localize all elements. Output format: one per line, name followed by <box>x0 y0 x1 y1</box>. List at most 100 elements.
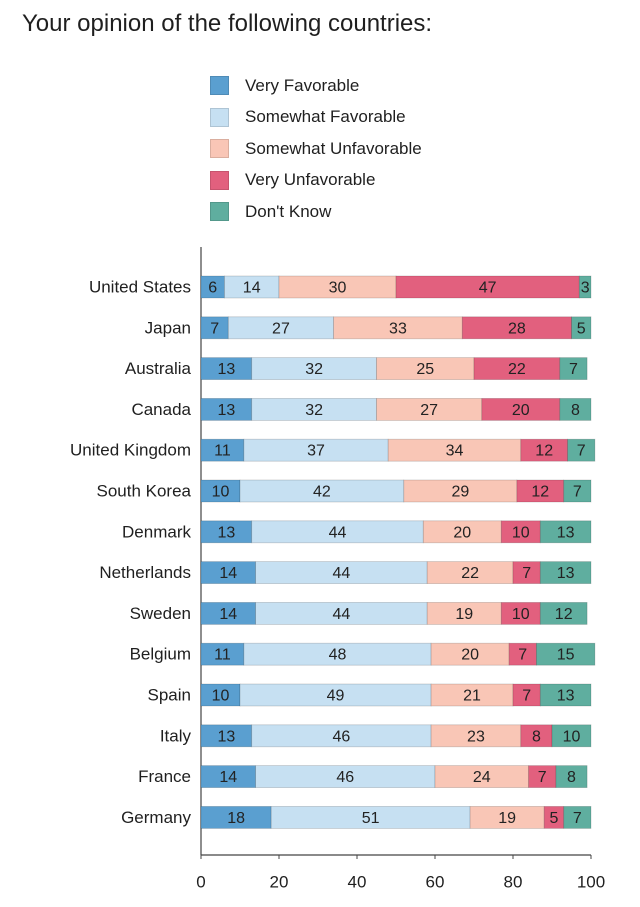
bar-segment-don-t-know <box>567 438 596 462</box>
bar-row-france: France 14 46 24 7 8 <box>138 765 588 788</box>
data-label: 42 <box>313 484 331 501</box>
bar-row-germany: Germany 18 51 19 5 7 <box>121 806 592 829</box>
data-label: 13 <box>557 565 575 582</box>
bar-segment-don-t-know <box>571 316 592 340</box>
legend-item-somewhat-favorable: Somewhat Favorable <box>210 102 422 134</box>
data-label: 24 <box>473 769 491 786</box>
data-label: 32 <box>305 361 323 378</box>
bar-segment-don-t-know <box>563 806 592 829</box>
data-label: 34 <box>446 443 464 460</box>
data-label: 13 <box>217 361 235 378</box>
bar-row-canada: Canada 13 32 27 20 8 <box>131 397 592 421</box>
data-label: 7 <box>573 810 582 827</box>
bar-segment-don-t-know <box>559 357 588 381</box>
data-label: 20 <box>453 524 471 541</box>
legend: Very Favorable Somewhat Favorable Somewhat… <box>210 70 422 228</box>
legend-item-somewhat-unfavorable: Somewhat Unfavorable <box>210 133 422 165</box>
legend-label: Somewhat Favorable <box>245 107 406 127</box>
bar-row-australia: Australia 13 32 25 22 7 <box>125 357 588 381</box>
category-label: France <box>138 767 191 786</box>
bar-segment-don-t-know <box>539 561 592 584</box>
data-label: 13 <box>557 524 575 541</box>
bar-segment-don-t-know <box>536 642 596 666</box>
data-label: 20 <box>512 402 530 419</box>
bar-row-denmark: Denmark 13 44 20 10 13 <box>122 520 592 544</box>
bar-segment-very-unfavorable <box>528 765 557 788</box>
data-label: 37 <box>307 443 325 460</box>
x-tick-label: 20 <box>270 873 289 892</box>
data-label: 14 <box>243 280 261 297</box>
data-label: 11 <box>214 443 231 460</box>
data-label: 12 <box>555 606 573 623</box>
category-label: South Korea <box>96 482 191 501</box>
bar-row-united-states: United States 6 14 30 47 3 <box>89 275 592 299</box>
bar-row-south-korea: South Korea 10 42 29 12 7 <box>96 479 592 503</box>
data-label: 7 <box>210 320 219 337</box>
data-label: 12 <box>531 484 549 501</box>
category-label: Germany <box>121 808 191 827</box>
data-label: 3 <box>581 280 590 297</box>
legend-label: Somewhat Unfavorable <box>245 138 422 158</box>
data-label: 22 <box>461 565 479 582</box>
category-label: Canada <box>131 400 191 419</box>
category-label: Spain <box>148 686 191 705</box>
legend-swatch <box>210 107 229 127</box>
data-label: 13 <box>217 728 235 745</box>
data-label: 25 <box>416 361 434 378</box>
legend-item-don-t-know: Don't Know <box>210 196 422 228</box>
data-label: 7 <box>518 647 527 664</box>
bar-segment-somewhat-favorable <box>251 724 432 748</box>
data-label: 10 <box>212 484 230 501</box>
data-label: 49 <box>327 688 345 705</box>
x-tick-label: 40 <box>348 873 367 892</box>
data-label: 51 <box>362 810 380 827</box>
legend-swatch <box>210 139 229 159</box>
data-label: 13 <box>557 688 575 705</box>
x-tick-label: 60 <box>426 873 445 892</box>
data-label: 18 <box>227 810 245 827</box>
category-label: United States <box>89 278 191 297</box>
x-tick-label: 80 <box>504 873 523 892</box>
bar-segment-don-t-know <box>551 724 592 748</box>
data-label: 19 <box>455 606 473 623</box>
bar-segment-somewhat-unfavorable <box>403 479 518 503</box>
legend-item-very-favorable: Very Favorable <box>210 70 422 102</box>
category-label: Sweden <box>130 604 191 623</box>
data-label: 46 <box>333 728 351 745</box>
bar-segment-don-t-know <box>555 765 588 788</box>
legend-swatch <box>210 202 229 222</box>
data-label: 33 <box>389 320 407 337</box>
data-label: 28 <box>508 320 526 337</box>
data-label: 7 <box>577 443 586 460</box>
legend-label: Very Unfavorable <box>245 170 376 190</box>
bar-row-united-kingdom: United Kingdom 11 37 34 12 7 <box>70 438 596 462</box>
chart-title: Your opinion of the following countries: <box>22 10 433 37</box>
data-label: 7 <box>538 769 547 786</box>
data-label: 44 <box>333 606 351 623</box>
legend-swatch <box>210 76 229 96</box>
data-label: 10 <box>512 524 530 541</box>
category-label: Australia <box>125 359 192 378</box>
data-label: 7 <box>522 688 531 705</box>
data-label: 29 <box>451 484 469 501</box>
bar-segment-don-t-know <box>539 683 592 707</box>
data-label: 7 <box>522 565 531 582</box>
data-label: 27 <box>272 320 290 337</box>
data-label: 15 <box>557 647 575 664</box>
data-label: 44 <box>329 524 347 541</box>
bar-segment-don-t-know <box>578 275 592 299</box>
data-label: 7 <box>569 361 578 378</box>
x-tick-label: 0 <box>196 873 205 892</box>
data-label: 7 <box>573 484 582 501</box>
data-label: 14 <box>219 565 237 582</box>
bar-row-italy: Italy 13 46 23 8 10 <box>160 724 592 748</box>
data-label: 10 <box>512 606 530 623</box>
data-label: 47 <box>479 280 497 297</box>
data-label: 8 <box>532 728 541 745</box>
legend-label: Don't Know <box>245 201 332 221</box>
data-label: 14 <box>219 769 237 786</box>
data-label: 22 <box>508 361 526 378</box>
legend-swatch <box>210 170 229 190</box>
legend-item-very-unfavorable: Very Unfavorable <box>210 165 422 197</box>
